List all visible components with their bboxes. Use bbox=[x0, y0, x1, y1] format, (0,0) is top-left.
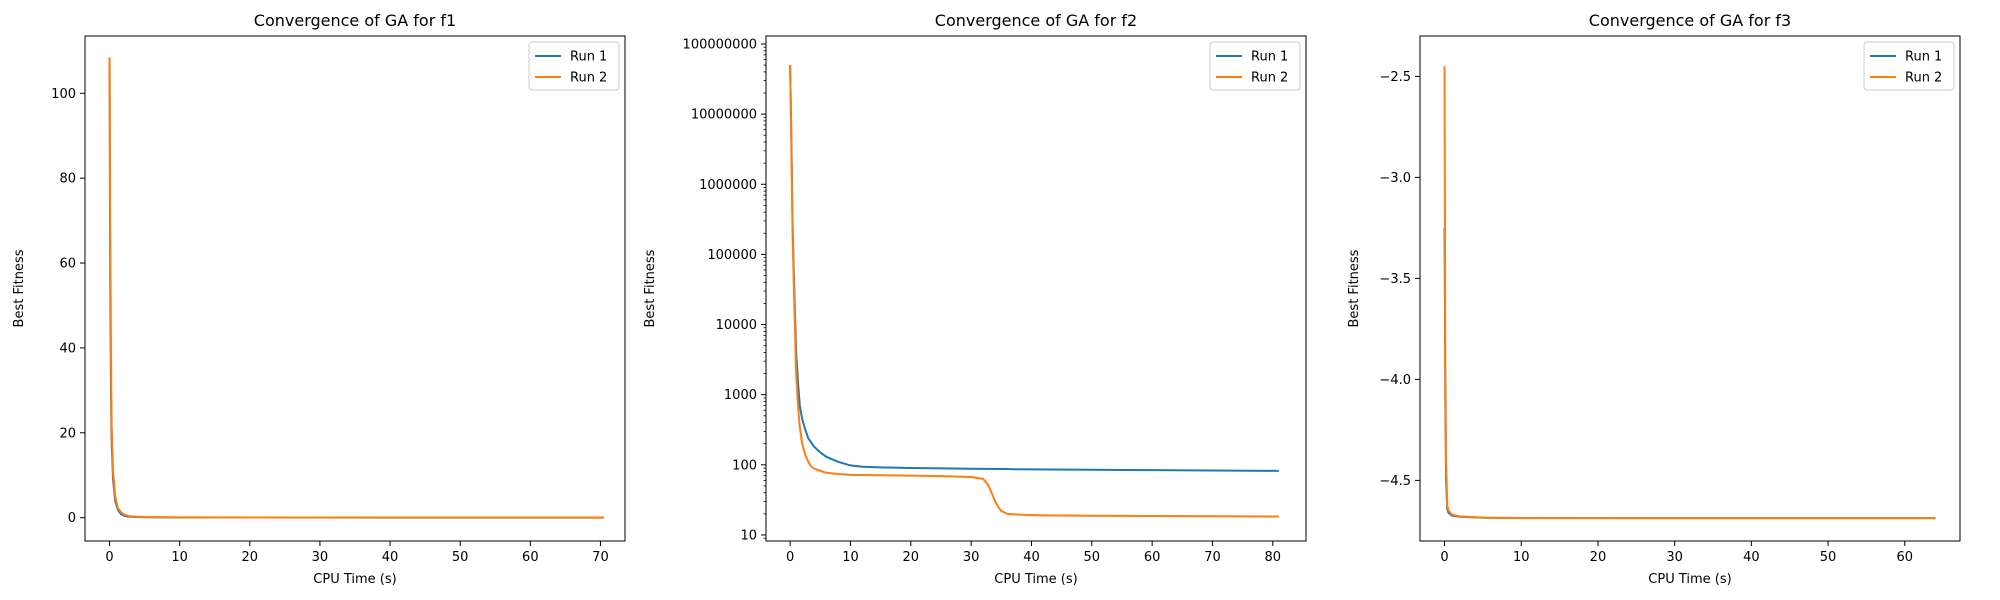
chart-title: Convergence of GA for f2 bbox=[935, 11, 1137, 30]
chart-title: Convergence of GA for f1 bbox=[254, 11, 456, 30]
series-line-run-2 bbox=[1443, 66, 1936, 520]
y-tick-label: 10000000 bbox=[691, 108, 757, 123]
y-tick-label: 100000 bbox=[707, 248, 757, 263]
series-line-run-1 bbox=[789, 65, 1279, 472]
x-tick-label: 50 bbox=[1084, 550, 1101, 565]
plot-frame bbox=[765, 35, 1307, 542]
legend-label-run-1: Run 1 bbox=[1251, 50, 1288, 65]
y-tick-label: 80 bbox=[59, 172, 76, 187]
series-group bbox=[789, 65, 1279, 518]
x-tick-label: 10 bbox=[842, 550, 859, 565]
y-tick-label: 100 bbox=[51, 87, 76, 102]
series-group bbox=[108, 57, 604, 519]
y-tick-label: 1000 bbox=[724, 388, 757, 403]
x-axis-label: CPU Time (s) bbox=[1648, 572, 1731, 587]
legend: Run 1 Run 2 bbox=[528, 41, 620, 91]
x-tick-label: 0 bbox=[1440, 550, 1448, 565]
legend-label-run-2: Run 2 bbox=[1251, 71, 1288, 86]
series-line-run-2 bbox=[789, 65, 1279, 518]
x-tick-label: 20 bbox=[242, 550, 259, 565]
legend-label-run-1: Run 1 bbox=[1905, 50, 1942, 65]
y-tick-label: 10000 bbox=[716, 318, 757, 333]
x-tick-label: 40 bbox=[382, 550, 399, 565]
legend: Run 1 Run 2 bbox=[1863, 41, 1955, 91]
series-line-run-1 bbox=[1443, 227, 1936, 520]
x-axis-label: CPU Time (s) bbox=[313, 572, 396, 587]
y-tick-label: 10 bbox=[740, 528, 757, 543]
x-tick-label: 20 bbox=[1590, 550, 1607, 565]
x-tick-label: 50 bbox=[1820, 550, 1837, 565]
x-tick-label: 30 bbox=[312, 550, 329, 565]
y-tick-label: 40 bbox=[59, 341, 76, 356]
x-tick-label: 0 bbox=[105, 550, 113, 565]
y-tick-label: −4.5 bbox=[1379, 474, 1411, 489]
x-tick-label: 60 bbox=[1896, 550, 1913, 565]
y-tick-label: −4.0 bbox=[1379, 373, 1411, 388]
chart-panel-2: Convergence of GA for f2 0 10 20 30 40 50 60 70 8… bbox=[643, 11, 1307, 587]
y-tick-label: −3.5 bbox=[1379, 272, 1411, 287]
x-tick-label: 60 bbox=[522, 550, 539, 565]
y-axis-label: Best Fitness bbox=[1347, 249, 1362, 327]
x-tick-label: 10 bbox=[171, 550, 188, 565]
legend-label-run-1: Run 1 bbox=[570, 50, 607, 65]
legend: Run 1 Run 2 bbox=[1209, 41, 1301, 91]
chart-panel-3: Convergence of GA for f3 0 10 20 30 40 50 60 −4.… bbox=[1347, 11, 1961, 587]
x-tick-label: 0 bbox=[786, 550, 794, 565]
y-tick-label: −2.5 bbox=[1379, 70, 1411, 85]
series-line-run-1 bbox=[108, 59, 604, 519]
y-tick-label: 20 bbox=[59, 426, 76, 441]
x-tick-label: 10 bbox=[1513, 550, 1530, 565]
y-tick-label: 60 bbox=[59, 257, 76, 272]
x-tick-label: 30 bbox=[1666, 550, 1683, 565]
x-tick-label: 70 bbox=[1204, 550, 1221, 565]
chart-title: Convergence of GA for f3 bbox=[1589, 11, 1791, 30]
x-tick-label: 40 bbox=[1743, 550, 1760, 565]
y-tick-label: 100 bbox=[732, 458, 757, 473]
y-axis-label: Best Fitness bbox=[12, 249, 27, 327]
series-group bbox=[1443, 66, 1936, 520]
x-tick-label: 20 bbox=[903, 550, 920, 565]
x-tick-label: 50 bbox=[452, 550, 469, 565]
x-tick-label: 60 bbox=[1144, 550, 1161, 565]
legend-label-run-2: Run 2 bbox=[570, 71, 607, 86]
chart-panel-1: Convergence of GA for f1 0 10 20 30 40 50 60 70 0… bbox=[12, 11, 626, 587]
plot-frame bbox=[84, 35, 626, 542]
x-axis-label: CPU Time (s) bbox=[994, 572, 1077, 587]
y-tick-label: 100000000 bbox=[683, 37, 757, 52]
y-tick-label: 1000000 bbox=[699, 178, 757, 193]
x-tick-label: 80 bbox=[1265, 550, 1282, 565]
y-tick-label: 0 bbox=[68, 511, 76, 526]
legend-label-run-2: Run 2 bbox=[1905, 71, 1942, 86]
series-line-run-2 bbox=[108, 57, 604, 519]
x-tick-label: 40 bbox=[1023, 550, 1040, 565]
x-tick-label: 70 bbox=[592, 550, 609, 565]
y-axis-label: Best Fitness bbox=[643, 249, 658, 327]
x-tick-label: 30 bbox=[963, 550, 980, 565]
y-tick-label: −3.0 bbox=[1379, 171, 1411, 186]
plot-frame bbox=[1419, 35, 1961, 542]
